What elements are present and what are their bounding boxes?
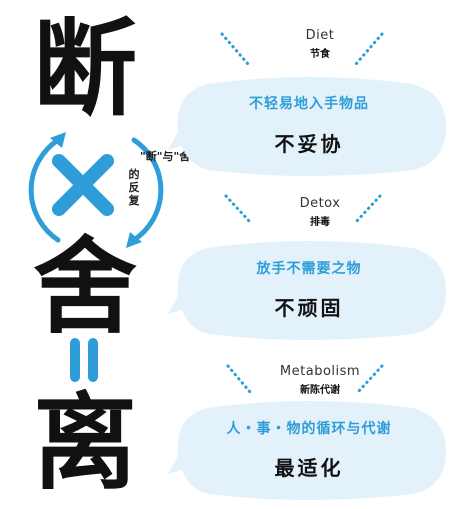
char-she: 舍 [32,226,137,348]
section-subtitle: 不轻易地入手物品 [249,96,369,112]
section-title-zh: 新陈代谢 [300,385,340,396]
char-duan: 断 [32,8,137,130]
section-title-zh: 节食 [310,49,330,60]
speech-bubble [168,241,446,340]
speech-bubble [168,401,446,500]
section-main: 不妥协 [274,132,344,156]
dotted-rays [220,32,384,394]
section-title-en: Detox [299,196,341,211]
section-main: 不顽固 [274,296,344,320]
cycle-caption-line-2: 的反复 [128,168,140,207]
section-title-en: Metabolism [279,364,361,379]
speech-bubble [168,77,446,176]
section-title-en: Diet [305,28,335,43]
circular-arrows-icon [28,132,164,248]
equals-icon [66,338,102,382]
section-subtitle: 人・事・物的循环与代谢 [226,421,392,437]
section-main: 最适化 [274,456,344,480]
section-title-zh: 排毒 [310,217,330,228]
char-li: 离 [32,382,137,504]
section-subtitle: 放手不需要之物 [256,261,362,277]
